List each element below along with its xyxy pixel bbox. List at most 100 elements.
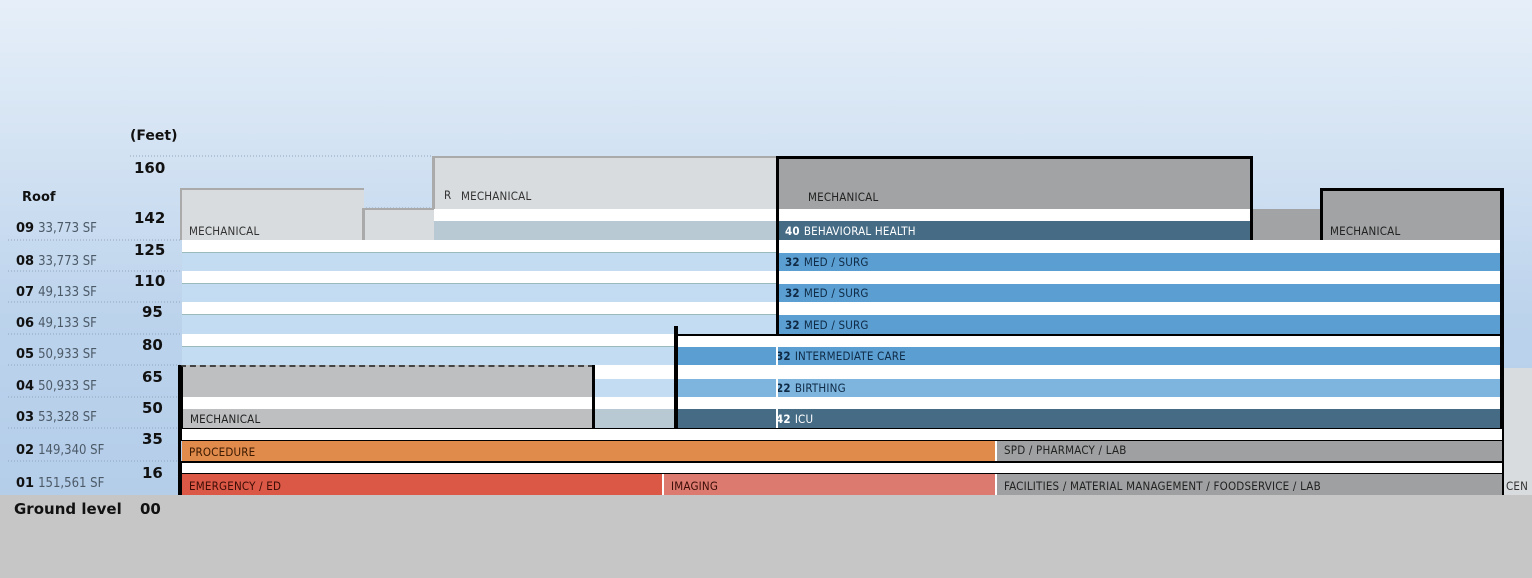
floor-09-behavioral: 40 BEHAVIORAL HEALTH	[778, 221, 1250, 240]
wall-tower-right	[1500, 188, 1504, 495]
medsurg8-count: 32	[785, 255, 800, 269]
floor-label-09: 09 33,773 SF	[16, 221, 97, 236]
mechanical-left-annex	[362, 208, 434, 240]
tick-125: 125	[134, 241, 166, 259]
wall-tower-mid	[1250, 156, 1253, 240]
tick-35: 35	[142, 430, 163, 448]
medsurg7-count: 32	[785, 286, 800, 300]
floor-02-procedure: PROCEDURE	[182, 441, 995, 461]
mechanical-low-label-2: MECHANICAL	[190, 412, 261, 426]
tick-00: 00	[140, 500, 161, 518]
floor-slab-9-center	[434, 209, 776, 221]
wall-podium-left	[674, 326, 678, 428]
floor-01-imaging: IMAGING	[662, 474, 995, 495]
floor-02-spd: SPD / PHARMACY / LAB	[995, 441, 1502, 461]
ground	[0, 495, 1532, 578]
slab-3-left	[183, 397, 592, 409]
floor-label-03: 03 53,328 SF	[16, 410, 97, 425]
imaging-label: IMAGING	[671, 479, 719, 493]
procedure-label: PROCEDURE	[189, 445, 256, 459]
cen-label: CEN	[1506, 479, 1529, 493]
floor-label-07: 07 49,133 SF	[16, 285, 97, 300]
wall-podium-edge	[178, 365, 181, 495]
tick-50: 50	[142, 399, 163, 417]
behavioral-count: 40	[785, 224, 800, 238]
emergency-label: EMERGENCY / ED	[189, 479, 282, 493]
floor-01-facilities: FACILITIES / MATERIAL MANAGEMENT / FOODS…	[995, 474, 1502, 495]
floor-08-medsurg: 32 MED / SURG	[778, 253, 1502, 271]
medsurg8-label: MED / SURG	[803, 255, 869, 269]
divider-04	[776, 379, 778, 397]
icu-label: ICU	[794, 412, 814, 426]
floor-03-left: MECHANICAL	[183, 409, 592, 428]
mechanical-center-prefix: R	[444, 188, 452, 202]
floor-05-left	[182, 347, 676, 365]
slab-5-right	[678, 334, 1502, 347]
mechanical-right-top-label: MECHANICAL	[808, 190, 879, 204]
slab-5-left	[182, 334, 676, 347]
floor-08-left	[182, 253, 776, 271]
medsurg6-count: 32	[785, 318, 800, 332]
floor-label-08: 08 33,773 SF	[16, 254, 97, 269]
slab-6-right	[778, 302, 1502, 315]
slab-2	[180, 428, 1502, 441]
medsurg6-label: MED / SURG	[803, 318, 869, 332]
floor-03-gap	[594, 409, 676, 428]
slab-9-right	[778, 209, 1250, 221]
tick-142: 142	[134, 209, 166, 227]
mechanical-right-annex	[1252, 209, 1322, 240]
facilities-label: FACILITIES / MATERIAL MANAGEMENT / FOODS…	[1004, 479, 1321, 493]
floor-09-center	[434, 221, 776, 240]
floor-label-06: 06 49,133 SF	[16, 316, 97, 331]
behavioral-label: BEHAVIORAL HEALTH	[803, 224, 916, 238]
intermediate-label: INTERMEDIATE CARE	[794, 349, 906, 363]
floor-06-left	[182, 315, 776, 334]
tick-160: 160	[134, 159, 166, 177]
mechanical-right-block: MECHANICAL	[1320, 188, 1503, 240]
ground-level-label: Ground level	[14, 500, 122, 518]
mechanical-right-label: MECHANICAL	[1330, 224, 1401, 238]
axis-unit-label: (Feet)	[130, 128, 178, 144]
floor-04-birthing: 22 BIRTHING	[678, 379, 1502, 397]
floor-04-gap	[594, 379, 676, 397]
divider-05	[776, 347, 778, 365]
slab-6-left	[182, 302, 776, 315]
floor-label-05: 05 50,933 SF	[16, 347, 97, 362]
tick-80: 80	[142, 336, 163, 354]
mechanical-left-label: MECHANICAL	[189, 224, 260, 238]
spd-label: SPD / PHARMACY / LAB	[1004, 443, 1127, 457]
slab-1	[180, 461, 1502, 474]
floor-06-medsurg: 32 MED / SURG	[778, 315, 1502, 334]
floor-07-left	[182, 284, 776, 302]
mechanical-right-top-block: MECHANICAL	[776, 156, 1252, 209]
slab-4-gap	[594, 365, 676, 379]
floor-label-02: 02 149,340 SF	[16, 443, 105, 458]
slab-8-right	[778, 240, 1502, 253]
birthing-label: BIRTHING	[794, 381, 846, 395]
tick-95: 95	[142, 303, 163, 321]
medsurg7-label: MED / SURG	[803, 286, 869, 300]
mechanical-center-block: R MECHANICAL	[432, 156, 777, 209]
slab-3-gap	[594, 397, 676, 409]
mechanical-left-block: MECHANICAL	[180, 188, 364, 240]
icu-count: 42	[776, 412, 791, 426]
wall-low-left	[592, 365, 595, 428]
tick-65: 65	[142, 368, 163, 386]
mechanical-center-label: MECHANICAL	[461, 189, 532, 203]
floor-label-01: 01 151,561 SF	[16, 476, 105, 491]
slab-4-right	[678, 365, 1502, 379]
tick-110: 110	[134, 272, 166, 290]
floor-01-emergency: EMERGENCY / ED	[180, 474, 662, 495]
floor-05-intermediate: 32 INTERMEDIATE CARE	[678, 347, 1502, 365]
wall-tower-left	[776, 156, 779, 334]
floor-label-04: 04 50,933 SF	[16, 379, 97, 394]
central-plant-block: CEN	[1504, 368, 1532, 495]
birthing-count: 22	[776, 381, 791, 395]
intermediate-count: 32	[776, 349, 791, 363]
divider-03	[776, 409, 778, 428]
floor-07-medsurg: 32 MED / SURG	[778, 284, 1502, 302]
slab-7-left	[182, 271, 776, 284]
floor-03-icu: 42 ICU	[678, 409, 1502, 428]
slab-8-left	[182, 240, 776, 253]
tick-16: 16	[142, 464, 163, 482]
